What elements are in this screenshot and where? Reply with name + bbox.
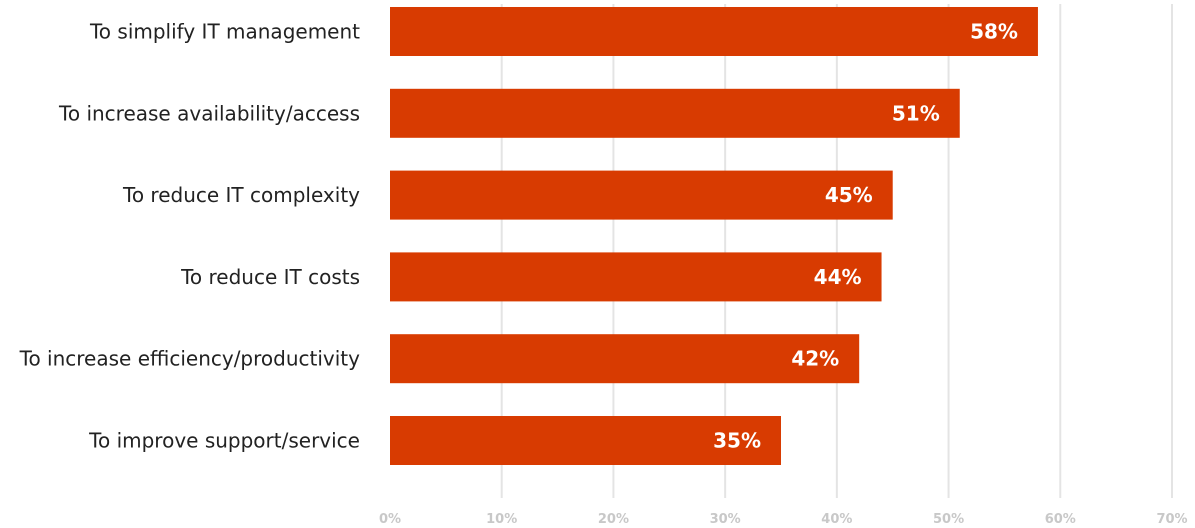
category-labels: To simplify IT management To increase ava… (19, 20, 361, 453)
x-tick-label: 20% (598, 512, 629, 527)
bar-value-label: 44% (814, 265, 862, 289)
bar (390, 88, 960, 138)
x-tick-label: 50% (933, 512, 964, 527)
x-tick-label: 0% (379, 512, 401, 527)
bars: 58% 51% 45% 44% 42% 35% (390, 7, 1038, 465)
category-label: To reduce IT costs (180, 265, 360, 289)
bar (390, 170, 893, 220)
bar-value-label: 58% (970, 20, 1018, 44)
category-label: To simplify IT management (89, 20, 360, 44)
x-tick-label: 10% (486, 512, 517, 527)
category-label: To improve support/service (88, 429, 360, 453)
bar-value-label: 42% (791, 347, 839, 371)
category-label: To increase efficiency/productivity (19, 347, 361, 371)
x-axis-tick-labels: 0% 10% 20% 30% 40% 50% 60% 70% (379, 512, 1188, 527)
bar-value-label: 51% (892, 101, 940, 125)
bar (390, 252, 882, 302)
bar (390, 416, 781, 465)
bar (390, 334, 860, 384)
category-label: To reduce IT complexity (122, 183, 360, 207)
bar-value-label: 45% (825, 183, 873, 207)
x-tick-label: 70% (1156, 512, 1187, 527)
gridlines (500, 4, 1173, 498)
category-label: To increase availability/access (58, 101, 360, 125)
x-tick-label: 60% (1045, 512, 1076, 527)
x-tick-label: 40% (821, 512, 852, 527)
bar-value-label: 35% (713, 429, 761, 453)
x-tick-label: 30% (710, 512, 741, 527)
bar (390, 7, 1038, 56)
